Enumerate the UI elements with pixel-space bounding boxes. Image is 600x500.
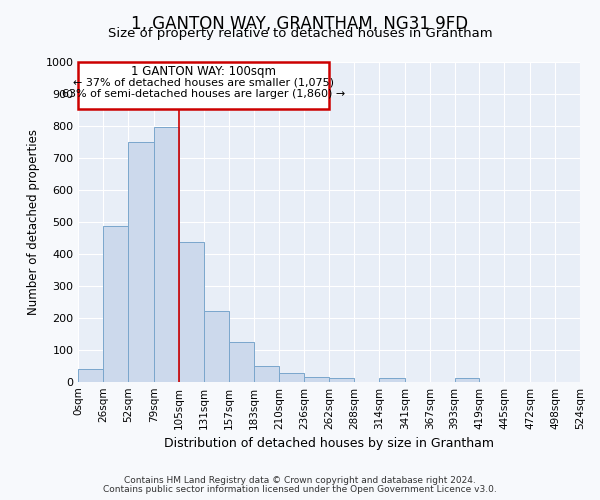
Bar xyxy=(103,226,128,382)
X-axis label: Distribution of detached houses by size in Grantham: Distribution of detached houses by size … xyxy=(164,437,494,450)
Bar xyxy=(79,369,103,382)
Bar xyxy=(204,311,229,382)
Text: 63% of semi-detached houses are larger (1,860) →: 63% of semi-detached houses are larger (… xyxy=(62,90,346,100)
Text: Size of property relative to detached houses in Grantham: Size of property relative to detached ho… xyxy=(107,28,493,40)
Bar xyxy=(280,372,304,382)
Text: 1, GANTON WAY, GRANTHAM, NG31 9FD: 1, GANTON WAY, GRANTHAM, NG31 9FD xyxy=(131,15,469,33)
Bar xyxy=(379,378,405,382)
Bar xyxy=(254,366,280,382)
Bar xyxy=(455,378,479,382)
Text: Contains HM Land Registry data © Crown copyright and database right 2024.: Contains HM Land Registry data © Crown c… xyxy=(124,476,476,485)
Bar xyxy=(304,377,329,382)
FancyBboxPatch shape xyxy=(79,62,329,108)
Bar xyxy=(329,378,354,382)
Bar xyxy=(154,127,179,382)
Bar xyxy=(179,242,204,382)
Y-axis label: Number of detached properties: Number of detached properties xyxy=(27,128,40,314)
Bar xyxy=(229,342,254,382)
Text: Contains public sector information licensed under the Open Government Licence v3: Contains public sector information licen… xyxy=(103,484,497,494)
Text: 1 GANTON WAY: 100sqm: 1 GANTON WAY: 100sqm xyxy=(131,66,277,78)
Bar xyxy=(128,142,154,382)
Text: ← 37% of detached houses are smaller (1,075): ← 37% of detached houses are smaller (1,… xyxy=(73,78,334,88)
